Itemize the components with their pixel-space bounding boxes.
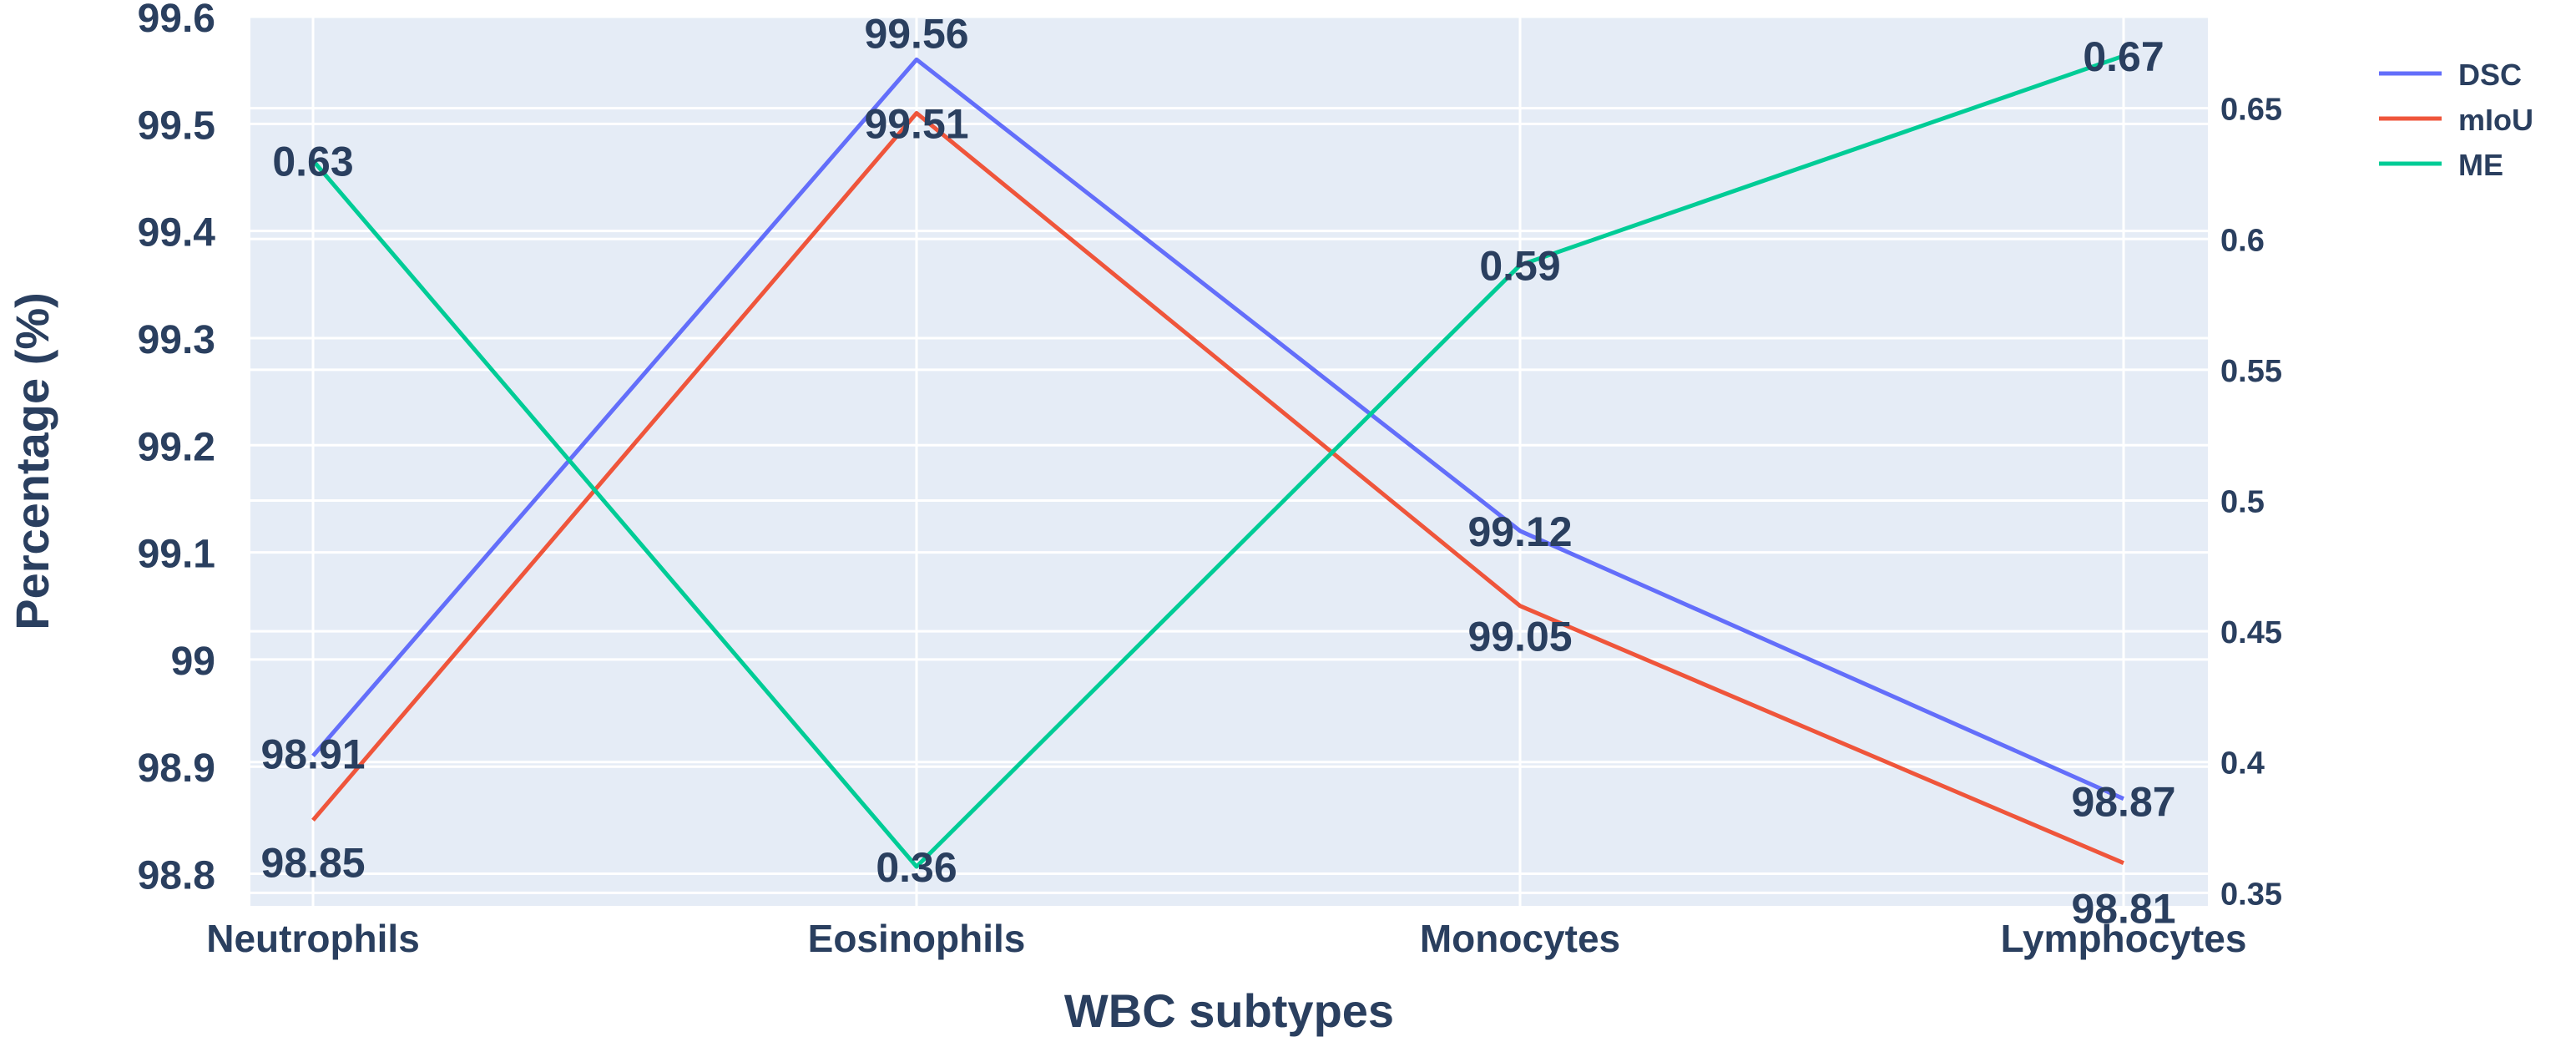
x-axis-ticks: Neutrophils Eosinophils Monocytes Lymphocyt… <box>206 917 2246 960</box>
y2-tick-label: 0.45 <box>2220 615 2282 650</box>
data-label-miou: 99.05 <box>1467 614 1572 660</box>
series-line-dsc <box>311 57 2125 801</box>
y2-tick-label: 0.55 <box>2220 354 2282 389</box>
y2-tick-label: 0.35 <box>2220 877 2282 912</box>
y-tick-label: 99.1 <box>138 533 215 577</box>
legend-item-dsc[interactable]: DSC <box>2458 58 2522 92</box>
y-tick-label: 99.2 <box>138 425 215 469</box>
legend[interactable]: DSC mIoU ME <box>2379 58 2533 182</box>
x-tick-label: Eosinophils <box>808 917 1026 960</box>
series-line-me <box>311 53 2124 869</box>
y-tick-label: 98.8 <box>138 854 215 898</box>
data-label-dsc: 99.12 <box>1467 508 1572 555</box>
data-label-miou: 98.81 <box>2071 886 2175 933</box>
data-label-miou: 98.85 <box>260 839 365 886</box>
y-axis-ticks: 98.8 98.9 99 99.1 99.2 99.3 99.4 99.5 99.6 <box>138 0 216 898</box>
y-tick-label: 99.6 <box>138 0 215 41</box>
y-axis-title: Percentage (%) <box>6 292 58 630</box>
x-tick-label: Neutrophils <box>206 917 420 960</box>
y2-tick-label: 0.4 <box>2220 746 2265 781</box>
plot-area <box>250 17 2208 906</box>
y-tick-label: 99.5 <box>138 104 215 148</box>
data-label-dsc: 98.87 <box>2071 779 2175 826</box>
legend-item-miou[interactable]: mIoU <box>2458 103 2533 137</box>
y2-axis-ticks: 0.35 0.4 0.45 0.5 0.55 0.6 0.65 <box>2220 93 2282 913</box>
data-label-me: 0.67 <box>2083 33 2164 80</box>
data-label-me: 0.36 <box>876 844 957 891</box>
data-label-dsc: 98.91 <box>260 731 365 777</box>
x-axis-title: WBC subtypes <box>1064 984 1394 1037</box>
data-label-me: 0.59 <box>1479 243 1560 290</box>
legend-item-me[interactable]: ME <box>2458 148 2503 182</box>
series-line-miou <box>311 110 2124 865</box>
data-label-dsc: 99.56 <box>864 10 968 57</box>
x-tick-label: Lymphocytes <box>2001 917 2247 960</box>
data-label-miou: 99.51 <box>864 100 968 147</box>
y2-tick-label: 0.65 <box>2220 93 2282 128</box>
x-tick-label: Monocytes <box>1420 917 1620 960</box>
gridlines <box>250 15 2208 906</box>
series-lines <box>311 53 2125 869</box>
data-label-me: 0.63 <box>272 138 353 185</box>
y-tick-label: 98.9 <box>138 746 215 791</box>
y-tick-label: 99.3 <box>138 318 215 362</box>
y2-tick-label: 0.5 <box>2220 484 2265 519</box>
data-labels: 98.91 99.56 99.12 98.87 98.85 99.51 99.05 98.81… <box>260 10 2175 932</box>
y-tick-label: 99 <box>171 640 215 684</box>
y2-tick-label: 0.6 <box>2220 223 2265 258</box>
y-tick-label: 99.4 <box>138 211 216 255</box>
